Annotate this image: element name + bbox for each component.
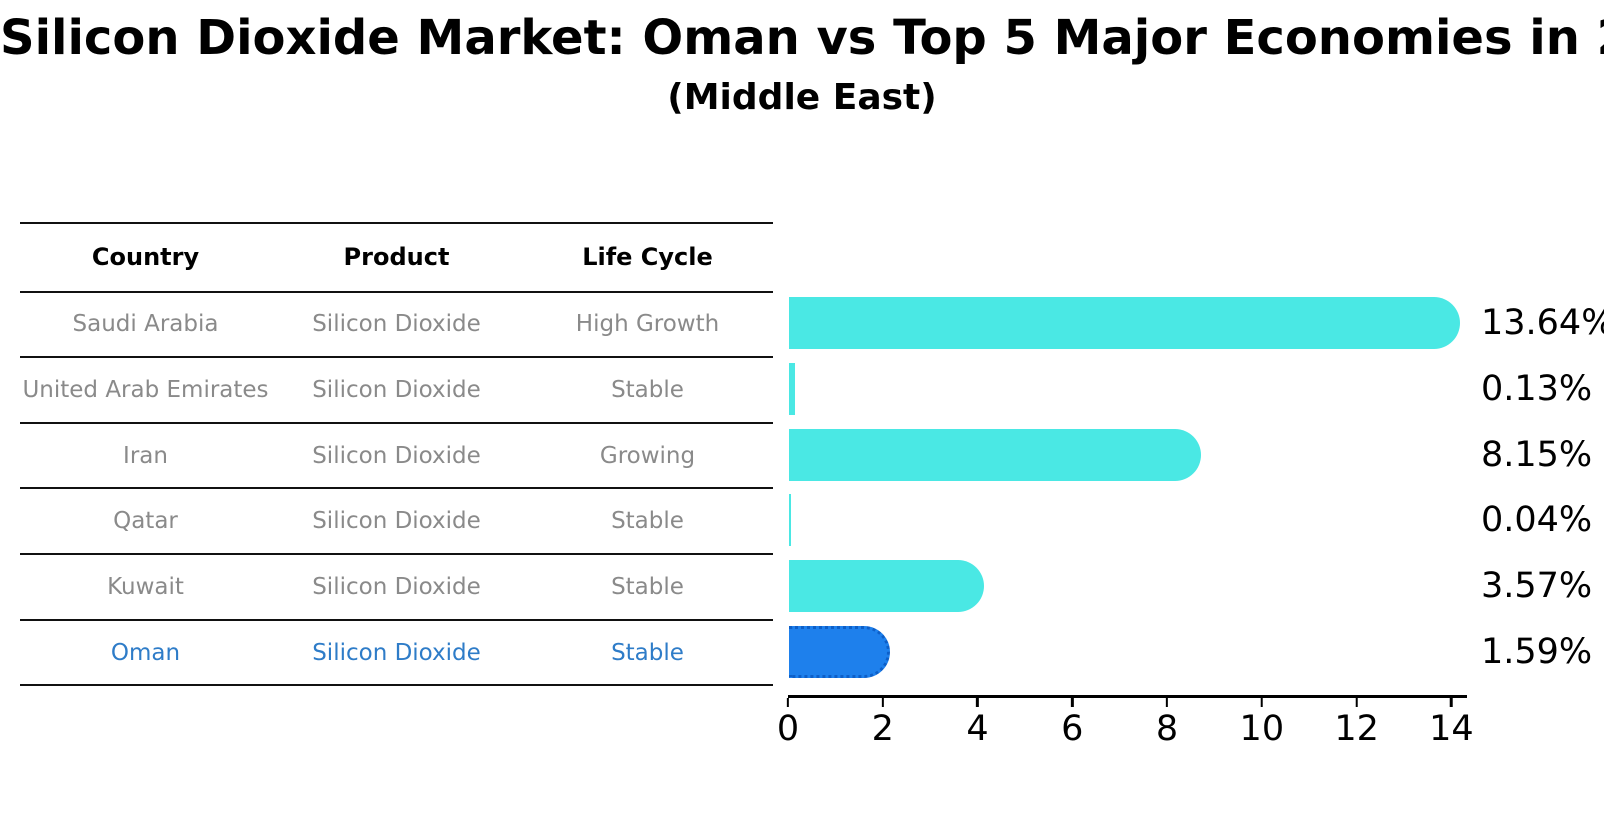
bar-value-label: 3.57%: [1481, 565, 1593, 606]
x-tick-label: 14: [1429, 708, 1474, 749]
product-cell: Silicon Dioxide: [312, 311, 481, 338]
country-cell: Qatar: [113, 508, 178, 535]
x-tick-mark: [976, 697, 979, 707]
life-cycle-cell: Stable: [611, 508, 684, 535]
country-cell: Iran: [123, 442, 168, 469]
x-tick-mark: [786, 697, 790, 707]
x-tick: 14: [1429, 697, 1474, 749]
bar: [789, 297, 1461, 350]
life-cycle-cell: Growing: [599, 442, 696, 469]
bar-row: 13.64%: [789, 291, 1604, 357]
column-header-product: Product: [343, 243, 450, 272]
x-tick-mark: [1355, 697, 1358, 707]
bar-value-label: 8.15%: [1481, 434, 1593, 475]
bar-value-label: 13.64%: [1481, 303, 1604, 344]
bar-row: 1.59%: [789, 619, 1592, 685]
x-tick-mark: [1165, 697, 1169, 707]
column-header-life-cycle: Life Cycle: [582, 243, 713, 272]
product-cell: Silicon Dioxide: [312, 508, 481, 535]
x-tick-label: 10: [1239, 708, 1285, 749]
bar-row: 0.04%: [789, 487, 1592, 553]
table-header-row: Country Product Life Cycle: [20, 224, 773, 293]
x-tick-label: 6: [1061, 708, 1084, 749]
x-tick: 12: [1334, 697, 1379, 749]
x-tick: 2: [871, 697, 894, 749]
x-tick-mark: [881, 697, 885, 707]
table-row: Oman Silicon Dioxide Stable: [20, 621, 773, 687]
bar: [789, 559, 984, 612]
x-tick-label: 2: [871, 708, 894, 749]
table-row: Iran Silicon Dioxide Growing: [20, 424, 773, 490]
x-tick: 6: [1061, 697, 1084, 749]
x-tick-label: 8: [1155, 708, 1179, 749]
life-cycle-cell: High Growth: [575, 311, 720, 338]
x-tick-label: 4: [966, 708, 989, 749]
product-cell: Silicon Dioxide: [312, 442, 481, 469]
life-cycle-cell: Stable: [611, 376, 684, 403]
product-cell: Silicon Dioxide: [312, 639, 481, 666]
x-tick-label: 12: [1334, 708, 1379, 749]
x-tick: 0: [776, 697, 800, 749]
bar-row: 8.15%: [789, 422, 1592, 488]
x-tick-label: 0: [776, 708, 800, 749]
x-tick: 10: [1239, 697, 1285, 749]
bar-value-label: 0.04%: [1481, 500, 1593, 541]
table-row: Kuwait Silicon Dioxide Stable: [20, 555, 773, 621]
life-cycle-cell: Stable: [611, 639, 684, 666]
chart-subtitle: (Middle East): [667, 77, 937, 118]
bar-value-label: 1.59%: [1481, 631, 1593, 672]
country-cell: Kuwait: [107, 573, 184, 600]
bar: [789, 428, 1201, 481]
life-cycle-cell: Stable: [611, 573, 684, 600]
country-cell: Saudi Arabia: [72, 311, 219, 338]
x-tick-mark: [1450, 697, 1453, 707]
bar: [789, 494, 791, 547]
table-row: Qatar Silicon Dioxide Stable: [20, 489, 773, 556]
country-cell: United Arab Emirates: [22, 376, 269, 403]
bar-row: 3.57%: [789, 553, 1592, 619]
x-tick: 4: [966, 697, 989, 749]
product-cell: Silicon Dioxide: [312, 573, 481, 600]
country-table: Country Product Life Cycle Saudi Arabia …: [20, 222, 773, 687]
bar: [789, 625, 891, 678]
x-tick-mark: [1071, 697, 1074, 707]
bar: [789, 362, 796, 415]
x-tick: 8: [1155, 697, 1179, 749]
chart-title: Silicon Dioxide Market: Oman vs Top 5 Ma…: [0, 10, 1604, 66]
country-cell: Oman: [110, 639, 181, 666]
bar-row: 0.13%: [789, 356, 1592, 422]
bar-value-label: 0.13%: [1481, 368, 1593, 409]
product-cell: Silicon Dioxide: [312, 376, 481, 403]
bar-plot-area: 13.64% 0.13% 8.15% 0.04% 3.57% 1.59%: [789, 291, 1604, 685]
table-row: United Arab Emirates Silicon Dioxide Sta…: [20, 358, 773, 424]
table-row: Saudi Arabia Silicon Dioxide High Growth: [20, 293, 773, 359]
x-axis: 0 2 4 6 8 10 12 14: [777, 695, 1474, 746]
x-tick-mark: [1260, 697, 1264, 707]
table-body: Saudi Arabia Silicon Dioxide High Growth…: [20, 293, 773, 687]
column-header-country: Country: [91, 243, 200, 272]
